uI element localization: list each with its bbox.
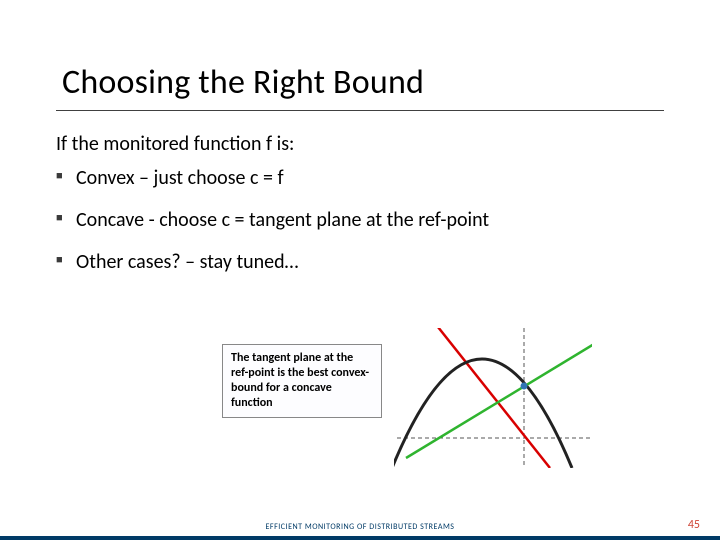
footer-text: EFFICIENT MONITORING OF DISTRIBUTED STRE… bbox=[0, 522, 720, 532]
tangent-chart bbox=[394, 328, 592, 468]
ref-point bbox=[521, 383, 528, 390]
tangent-line bbox=[406, 338, 592, 458]
slide-title: Choosing the Right Bound bbox=[62, 62, 424, 103]
bullet-list: Convex – just choose c = f Concave - cho… bbox=[56, 166, 489, 292]
title-underline bbox=[56, 110, 664, 111]
bullet-item: Convex – just choose c = f bbox=[56, 166, 489, 190]
intro-text: If the monitored function f is: bbox=[56, 132, 294, 156]
bullet-item: Concave - choose c = tangent plane at th… bbox=[56, 208, 489, 232]
figure: The tangent plane at the ref-point is th… bbox=[222, 328, 592, 468]
footer: EFFICIENT MONITORING OF DISTRIBUTED STRE… bbox=[0, 520, 720, 540]
bullet-item: Other cases? – stay tuned… bbox=[56, 250, 489, 274]
slide: Choosing the Right Bound If the monitore… bbox=[0, 0, 720, 540]
footer-bar bbox=[0, 536, 720, 540]
parabola-curve bbox=[394, 359, 572, 468]
figure-caption: The tangent plane at the ref-point is th… bbox=[222, 344, 382, 418]
page-number: 45 bbox=[688, 518, 700, 532]
red-line bbox=[434, 328, 550, 468]
